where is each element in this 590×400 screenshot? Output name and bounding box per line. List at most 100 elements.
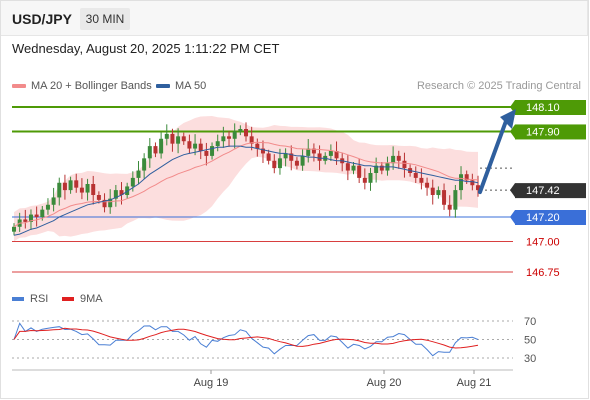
candle-body: [12, 226, 16, 232]
candle-body: [74, 180, 79, 188]
candle-body: [272, 160, 277, 169]
ma20-swatch: [12, 84, 26, 89]
candle-body: [204, 151, 209, 156]
candle-body: [91, 184, 96, 195]
time-tick-label: Aug 21: [457, 377, 492, 389]
candle-body: [351, 165, 356, 171]
candle-body: [334, 151, 339, 159]
candle-body: [34, 214, 39, 217]
candle-body: [238, 129, 243, 132]
candle-body: [119, 190, 124, 195]
rsi-level-label: 30: [524, 353, 536, 365]
rsi-swatch: [12, 297, 24, 302]
candle-body: [379, 165, 384, 171]
candle-body: [249, 136, 254, 144]
candle-body: [221, 136, 226, 142]
level-box-pointer-1: [510, 124, 515, 139]
candle-body: [300, 155, 305, 166]
candle-body: [113, 190, 118, 199]
candle-body: [413, 173, 418, 178]
ma9-label: 9MA: [80, 293, 103, 305]
rsi-9ma-line: [13, 327, 479, 349]
candle-body: [255, 143, 260, 149]
candle-body: [447, 204, 452, 210]
candle-body: [362, 177, 367, 183]
candle-body: [317, 153, 322, 161]
legend-9ma: 9MA: [62, 293, 103, 305]
candle-body: [391, 155, 396, 164]
candle-body: [289, 153, 294, 161]
rsi-level-label: 50: [524, 335, 536, 347]
candle-body: [193, 143, 198, 149]
ma50-label: MA 50: [175, 80, 207, 92]
candle-body: [311, 148, 316, 154]
candle-body: [453, 190, 458, 210]
candle-body: [215, 141, 220, 147]
candle-body: [294, 160, 299, 166]
candle-body: [306, 148, 311, 156]
candle-body: [40, 209, 45, 217]
candle-body: [396, 155, 401, 161]
time-tick-label: Aug 20: [367, 377, 402, 389]
candle-body: [464, 174, 469, 181]
legend-ma50: MA 50: [156, 80, 206, 92]
rsi-level-label: 70: [524, 316, 536, 328]
candle-body: [260, 148, 265, 154]
candle-body: [198, 143, 203, 151]
level-label-0: 148.10: [526, 102, 560, 114]
level-label-3: 147.20: [526, 212, 560, 224]
ma20-label: MA 20 + Bollinger Bands: [31, 80, 152, 92]
level-box-3: [515, 210, 586, 225]
level-box-pointer-3: [510, 210, 515, 224]
candle-body: [283, 153, 288, 159]
candle-body: [153, 146, 158, 154]
candle-body: [79, 187, 84, 193]
candle-body: [170, 133, 175, 144]
candle-body: [62, 182, 67, 191]
candle-body: [419, 177, 424, 183]
candle-body: [187, 141, 192, 149]
datetime-label: Wednesday, August 20, 2025 1:11:22 PM CE…: [12, 41, 280, 56]
candle-body: [181, 136, 186, 142]
level-label-1: 147.90: [526, 126, 560, 138]
candle-body: [345, 163, 350, 171]
candle-body: [125, 186, 130, 195]
candle-body: [147, 146, 152, 159]
candle-body: [357, 165, 362, 178]
candle-body: [159, 138, 164, 154]
ma20-line: [13, 141, 479, 228]
candle-body: [28, 214, 33, 222]
candle-body: [368, 173, 373, 183]
candle-body: [266, 153, 271, 161]
candle-body: [108, 198, 113, 208]
candle-body: [136, 170, 141, 178]
timeframe-button[interactable]: 30 MIN: [80, 8, 130, 30]
level-label-4: 147.00: [526, 236, 560, 248]
candle-body: [402, 160, 407, 169]
candle-body: [328, 151, 333, 156]
candle-body: [45, 204, 50, 210]
candle-body: [227, 136, 232, 139]
candle-body: [210, 146, 215, 156]
level-label-2: 147.42: [526, 185, 560, 197]
candle-body: [425, 182, 430, 188]
ma50-line: [13, 145, 479, 236]
legend-ma20: MA 20 + Bollinger Bands: [12, 80, 152, 92]
candle-body: [51, 197, 56, 205]
candle-body: [470, 180, 475, 186]
level-label-5: 146.75: [526, 267, 560, 279]
candle-body: [164, 133, 169, 139]
candle-body: [176, 136, 181, 144]
legend-rsi: RSI: [12, 293, 48, 305]
time-tick-label: Aug 19: [194, 377, 229, 389]
candle-body: [68, 180, 73, 191]
ma50-swatch: [156, 84, 170, 89]
candle-body: [85, 184, 90, 193]
candle-body: [430, 187, 435, 195]
candle-body: [57, 182, 62, 198]
candle-body: [96, 195, 101, 200]
forecast-arrow: [478, 119, 508, 195]
candle-body: [436, 190, 441, 195]
